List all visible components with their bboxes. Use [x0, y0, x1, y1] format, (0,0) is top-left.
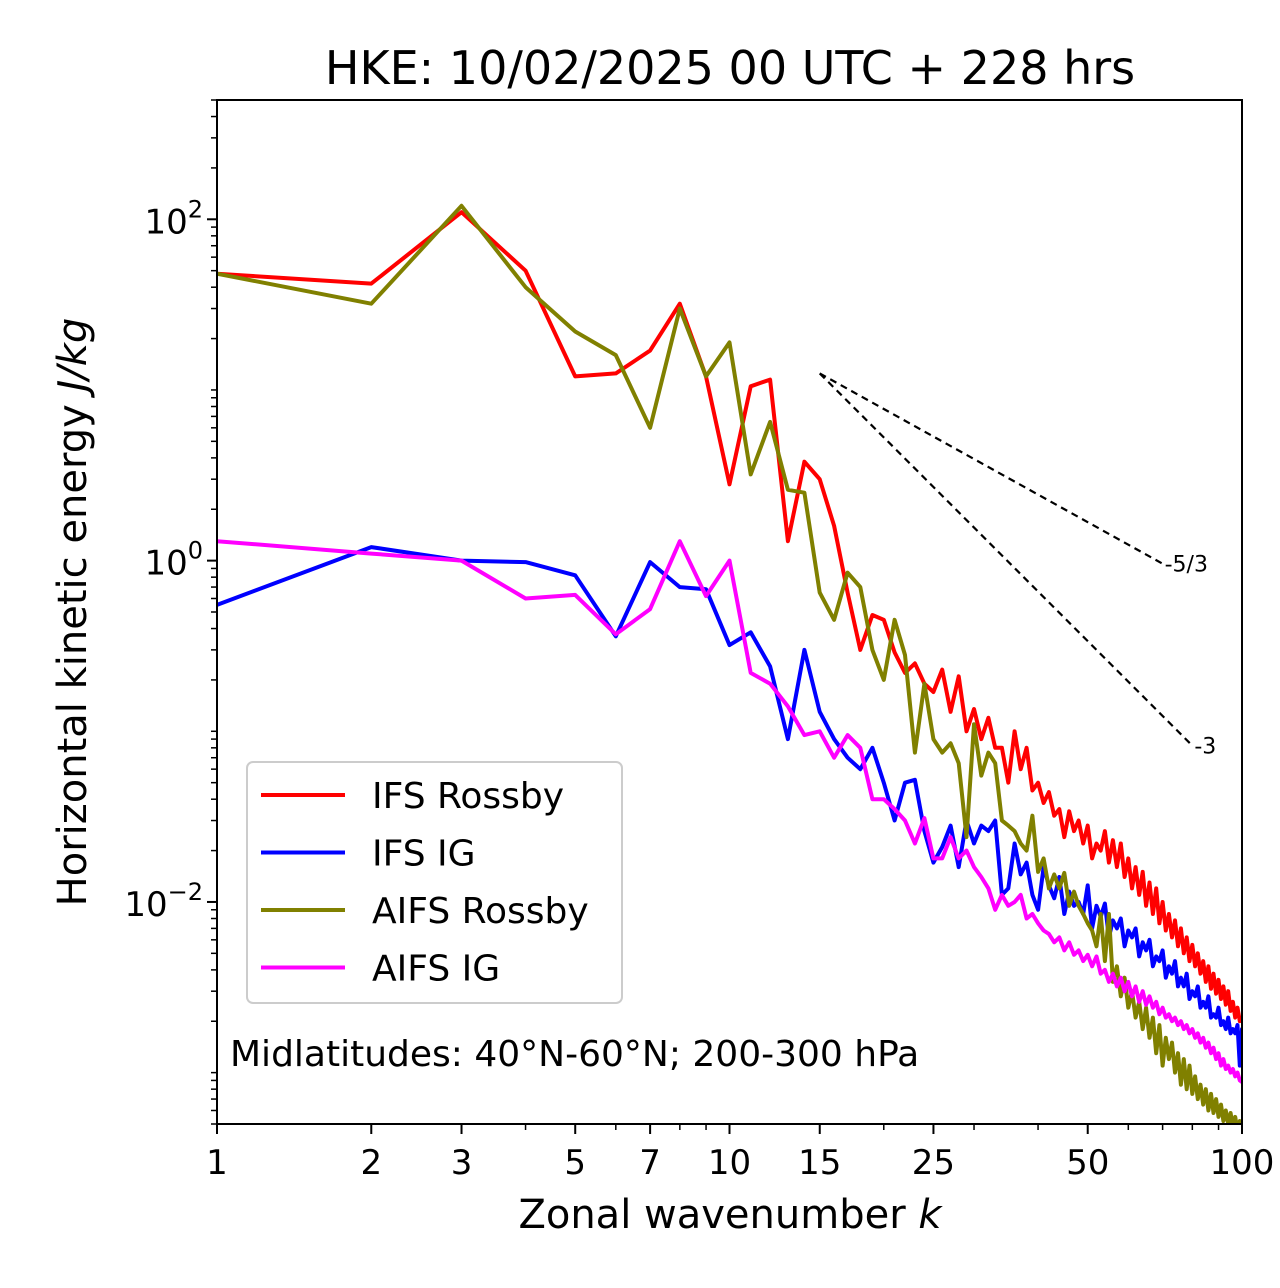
plot-area: -5/3 -3 1 2 3 5 7 10 15 25 50 100 10−2 100 102 — [124, 99, 1275, 1183]
legend-label: AIFS Rossby — [372, 891, 589, 932]
x-axis-label-text: Zonal wavenumber — [518, 1192, 906, 1238]
x-tick-label: 25 — [912, 1143, 955, 1183]
y-axis-label-units: J/kg — [50, 318, 96, 399]
legend-label: IFS IG — [372, 834, 476, 875]
series-line-ifs-rossby — [217, 210, 1242, 1024]
chart-title: HKE: 10/02/2025 00 UTC + 228 hrs — [325, 41, 1135, 95]
x-tick-label: 2 — [360, 1143, 382, 1183]
reference-slope-label: -5/3 — [1165, 553, 1208, 578]
y-tick-label: 10−2 — [124, 878, 203, 925]
x-tick-label: 5 — [564, 1143, 586, 1183]
legend-label: AIFS IG — [372, 949, 500, 990]
y-tick-label: 100 — [144, 537, 203, 584]
reference-slope-line — [818, 372, 1194, 747]
x-tick-label: 100 — [1210, 1143, 1275, 1183]
legend: IFS Rossby IFS IG AIFS Rossby AIFS IG — [246, 761, 623, 1004]
series-line-ifs-ig — [217, 545, 1242, 1068]
x-axis-label-variable: k — [918, 1192, 943, 1238]
y-axis-label: Horizontal kinetic energy J/kg — [50, 318, 96, 907]
region-annotation: Midlatitudes: 40°N-60°N; 200-300 hPa — [230, 1034, 919, 1075]
x-tick-label: 50 — [1066, 1143, 1109, 1183]
x-tick-label: 3 — [451, 1143, 473, 1183]
series-line-aifs-ig — [217, 539, 1242, 1085]
x-tick-label: 10 — [708, 1143, 751, 1183]
reference-slope-label: -3 — [1194, 735, 1216, 760]
legend-box — [246, 761, 623, 1004]
legend-label: IFS Rossby — [372, 776, 564, 817]
y-tick-label: 102 — [144, 195, 203, 242]
x-tick-label: 15 — [798, 1143, 841, 1183]
series-line-aifs-rossby — [217, 203, 1242, 1124]
y-axis-label-text: Horizontal kinetic energy — [50, 404, 96, 906]
x-tick-label: 1 — [206, 1143, 228, 1183]
series-group — [217, 203, 1242, 1124]
reference-slope-line — [819, 372, 1164, 565]
x-axis-label: Zonal wavenumber k — [518, 1192, 943, 1238]
x-tick-label: 7 — [639, 1143, 661, 1183]
